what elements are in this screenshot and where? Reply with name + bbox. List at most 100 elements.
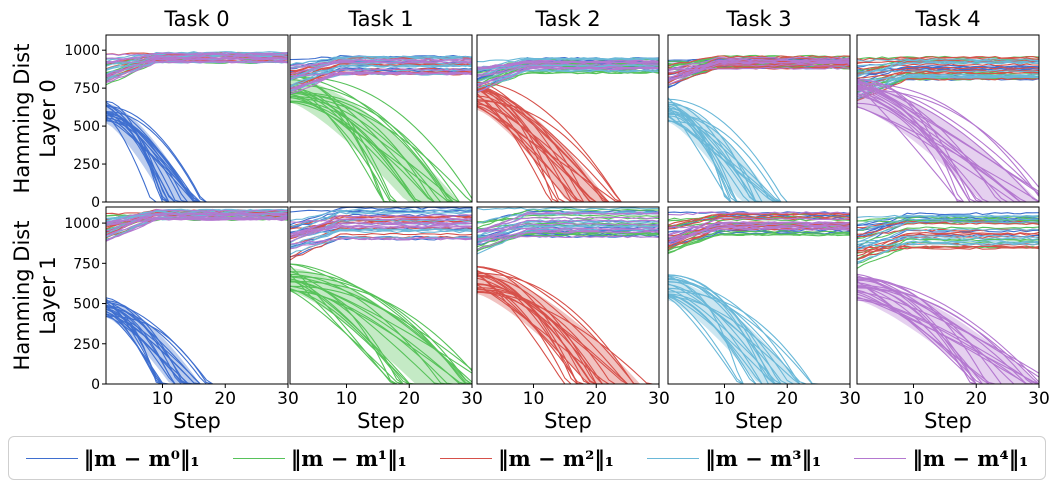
row-label-0: Hamming Dist Layer 0 (10, 44, 60, 194)
series-line (477, 84, 659, 202)
series-line (477, 275, 659, 384)
series-group (477, 56, 659, 202)
series-group (106, 51, 288, 202)
series-line (290, 285, 472, 384)
x-tick-label: 10 (903, 389, 925, 409)
series-line (668, 297, 850, 384)
series-line (290, 221, 472, 243)
series-line (477, 66, 659, 87)
series-line (857, 242, 1039, 248)
series-line (857, 78, 1039, 202)
series-line (857, 277, 1039, 384)
series-line (290, 290, 472, 384)
series-line (106, 52, 288, 56)
row-label-1: Hamming Dist Layer 1 (10, 221, 60, 371)
series-line (477, 273, 659, 384)
series-line (857, 87, 1039, 202)
series-line (290, 208, 472, 222)
series-line (857, 55, 1039, 63)
series-line (668, 287, 850, 384)
series-line (106, 56, 288, 60)
legend: ‖m − m⁰‖₁ ‖m − m¹‖₁ ‖m − m²‖₁ ‖m − m³‖₁ … (8, 436, 1046, 480)
legend-swatch-3 (647, 457, 700, 459)
x-axis-label: Step (173, 409, 221, 433)
series-line (290, 223, 472, 239)
series-line (477, 216, 659, 231)
series-line (857, 226, 1039, 246)
series-line (668, 62, 850, 66)
series-group (668, 211, 850, 384)
series-line (668, 274, 850, 384)
series-line (290, 84, 472, 202)
series-line (668, 120, 850, 202)
series-group (290, 54, 472, 202)
series-line (857, 287, 1039, 384)
series-line (857, 71, 1039, 79)
series-line (857, 89, 1039, 188)
series-line (106, 105, 288, 202)
series-line (106, 101, 288, 202)
series-line (857, 246, 1039, 269)
series-line (477, 274, 659, 384)
row-label-line: Hamming Dist (10, 44, 34, 194)
panel-frame (476, 34, 660, 203)
legend-entry: ‖m − m³‖₁ (647, 446, 821, 471)
series-line (477, 266, 659, 384)
series-line (106, 300, 288, 384)
series-line (857, 228, 1039, 251)
series-line (857, 80, 1039, 195)
y-tick-label: 250 (73, 157, 100, 173)
series-line (290, 273, 472, 384)
series-line (477, 269, 659, 384)
series-line (857, 296, 1039, 384)
series-line (106, 209, 288, 223)
series-line (290, 79, 472, 202)
series-line (668, 55, 850, 67)
series-line (668, 275, 850, 384)
series-line (668, 275, 850, 384)
series-line (477, 105, 659, 202)
y-tick-label: 0 (91, 195, 100, 211)
series-line (290, 100, 472, 202)
series-line (106, 304, 288, 384)
panel-1-2: 10 20 30 Step (476, 206, 670, 433)
series-line (668, 296, 850, 384)
panel-0-3 (667, 34, 851, 203)
series-line (477, 235, 659, 240)
series-line (290, 93, 472, 202)
series-line (668, 294, 850, 384)
panel-0-2 (476, 34, 660, 203)
series-line (857, 277, 1039, 384)
x-tick-label: 10 (523, 389, 545, 409)
x-tick-label: 30 (1028, 389, 1050, 409)
series-line (477, 59, 659, 69)
legend-label-0: ‖m − m⁰‖₁ (83, 445, 200, 471)
series-line (857, 234, 1039, 246)
series-line (857, 241, 1039, 263)
series-line (668, 291, 850, 384)
series-line (290, 57, 472, 69)
series-line (857, 59, 1039, 78)
series-line (477, 64, 659, 72)
series-line (477, 68, 659, 85)
series-line (857, 219, 1039, 223)
series-line (106, 212, 288, 227)
series-line (477, 90, 659, 202)
series-line (668, 233, 850, 254)
x-tick-label: 20 (965, 389, 987, 409)
panel-frame (476, 206, 660, 385)
series-line (290, 58, 472, 80)
series-line (668, 294, 850, 384)
series-line (290, 92, 472, 202)
series-line (477, 275, 659, 384)
series-line (106, 213, 288, 227)
series-line (668, 274, 850, 384)
series-line (857, 58, 1039, 62)
series-line (106, 308, 288, 384)
series-group (477, 207, 659, 384)
series-line (668, 222, 850, 227)
series-line (290, 235, 472, 261)
series-line (857, 212, 1039, 238)
series-line (668, 61, 850, 71)
series-line (857, 69, 1039, 87)
